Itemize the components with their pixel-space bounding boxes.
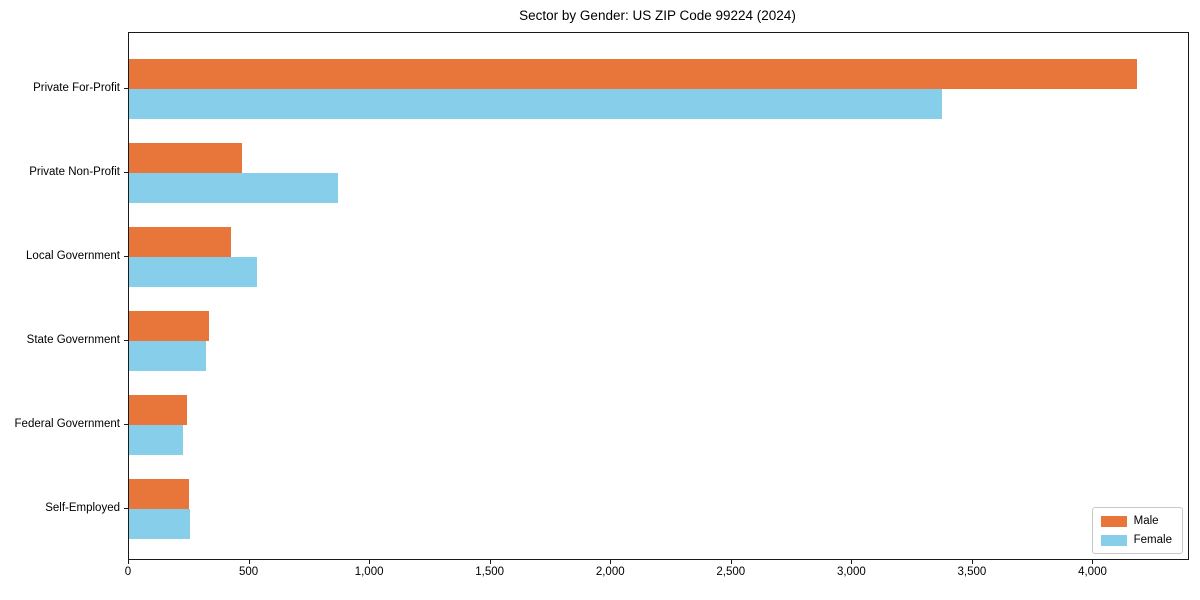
legend-entry-male: Male: [1100, 515, 1172, 527]
x-label-1000: 1,000: [354, 566, 384, 578]
x-label-1500: 1,500: [475, 566, 505, 578]
legend-label-male: Male: [1133, 515, 1159, 527]
y-tick-local-government: [124, 256, 128, 257]
x-label-0: 0: [124, 566, 132, 578]
legend-swatch-male: [1100, 515, 1127, 527]
legend-label-female: Female: [1133, 534, 1172, 546]
x-label-3500: 3,500: [957, 566, 987, 578]
x-tick-3500: [971, 560, 973, 564]
bar-female-state-government: [129, 341, 207, 371]
y-label-local-government: Local Government: [26, 250, 120, 262]
bar-male-federal-government: [129, 395, 187, 425]
y-label-self-employed: Self-Employed: [45, 502, 120, 514]
legend: Male Female: [1091, 507, 1183, 554]
x-tick-1000: [369, 560, 371, 564]
bar-female-private-for-profit: [129, 89, 942, 119]
y-tick-self-employed: [124, 508, 128, 509]
x-label-4000: 4,000: [1078, 566, 1107, 578]
x-label-3000: 3,000: [836, 566, 866, 578]
bar-female-self-employed: [129, 509, 191, 539]
bar-female-local-government: [129, 257, 257, 287]
bar-male-private-non-profit: [129, 143, 243, 173]
x-tick-2500: [730, 560, 732, 564]
bar-female-private-non-profit: [129, 173, 338, 203]
bar-female-federal-government: [129, 425, 184, 455]
x-tick-1500: [489, 560, 491, 564]
plot-area: Male Female: [128, 32, 1189, 560]
x-tick-500: [248, 560, 250, 564]
x-label-500: 500: [238, 566, 259, 578]
x-tick-2000: [610, 560, 612, 564]
y-label-private-non-profit: Private Non-Profit: [29, 166, 120, 178]
x-label-2000: 2,000: [595, 566, 625, 578]
y-tick-federal-government: [124, 424, 128, 425]
bar-male-local-government: [129, 227, 232, 257]
x-tick-4000: [1092, 560, 1094, 564]
y-tick-state-government: [124, 340, 128, 341]
legend-entry-female: Female: [1100, 534, 1172, 546]
chart-title: Sector by Gender: US ZIP Code 99224 (202…: [519, 8, 796, 23]
x-tick-3000: [851, 560, 853, 564]
bar-male-self-employed: [129, 479, 190, 509]
y-label-private-for-profit: Private For-Profit: [33, 82, 120, 94]
y-tick-private-for-profit: [124, 88, 128, 89]
y-label-federal-government: Federal Government: [14, 418, 120, 430]
bar-male-state-government: [129, 311, 209, 341]
x-label-2500: 2,500: [716, 566, 746, 578]
bar-male-private-for-profit: [129, 59, 1137, 89]
x-tick-0: [128, 560, 129, 564]
legend-swatch-female: [1100, 534, 1127, 546]
y-tick-private-non-profit: [124, 172, 128, 173]
y-label-state-government: State Government: [26, 334, 120, 346]
